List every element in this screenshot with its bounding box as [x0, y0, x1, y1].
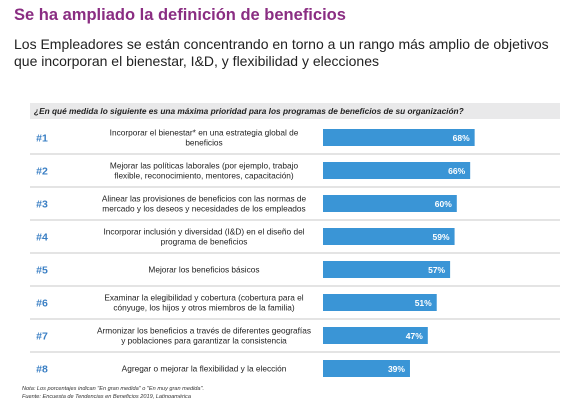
rank-label-6: #6: [36, 298, 48, 310]
bar-value-label-2: 66%: [448, 166, 465, 176]
bar-value-label-4: 59%: [433, 232, 450, 242]
item-label-8-line-1: Agregar o mejorar la flexibilidad y la e…: [122, 364, 287, 374]
page-title: Se ha ampliado la definición de benefici…: [14, 6, 346, 24]
item-label-4-line-1: Incorporar inclusión y diversidad (I&D) …: [103, 227, 304, 237]
survey-question: ¿En qué medida lo siguiente es una máxim…: [30, 103, 560, 119]
bar-4: [323, 228, 455, 245]
item-label-3-line-1: Alinear las provisiones de beneficios co…: [102, 194, 307, 204]
item-label-7-line-1: Armonizar los beneficios a través de dif…: [97, 326, 311, 336]
page-subtitle: Los Empleadores se están concentrando en…: [14, 36, 549, 69]
bar-3: [323, 195, 457, 212]
item-label-1-line-1: Incorporar el bienestar* en una estrateg…: [110, 128, 299, 138]
footnote-source: Fuente: Encuesta de Tendencias en Benefi…: [22, 394, 191, 400]
item-label-2-line-2: flexible, reconocimiento, mentores, capa…: [114, 171, 294, 181]
bar-5: [323, 261, 451, 278]
bar-6: [323, 294, 437, 311]
bar-1: [323, 129, 475, 146]
footnote-note: Nota: Los porcentajes indican "En gran m…: [22, 386, 205, 392]
rank-label-3: #3: [36, 199, 48, 211]
rank-label-1: #1: [36, 133, 48, 145]
bar-2: [323, 162, 471, 179]
item-label-6-line-2: cónyuge, los hijos y otros miembros de l…: [113, 303, 294, 313]
item-label-6-line-1: Examinar la elegibilidad y cobertura (co…: [104, 293, 303, 303]
bar-value-label-7: 47%: [406, 331, 423, 341]
item-label-1-line-2: beneficios: [185, 138, 222, 148]
bar-value-label-1: 68%: [453, 133, 470, 143]
rank-label-2: #2: [36, 166, 48, 178]
bar-7: [323, 327, 428, 344]
item-label-7-line-2: y poblaciones para garantizar la consist…: [121, 336, 287, 346]
bar-value-label-5: 57%: [428, 265, 445, 275]
rank-label-5: #5: [36, 265, 48, 277]
bar-value-label-3: 60%: [435, 199, 452, 209]
bar-value-label-6: 51%: [415, 298, 432, 308]
rank-label-8: #8: [36, 364, 48, 376]
bar-8: [323, 360, 410, 377]
item-label-4-line-2: programa de beneficios: [161, 237, 248, 247]
rank-label-4: #4: [36, 232, 48, 244]
item-label-3-line-2: mercado y los deseos y necesidades de lo…: [102, 204, 305, 214]
bar-value-label-8: 39%: [388, 364, 405, 374]
rank-label-7: #7: [36, 331, 48, 343]
item-label-2-line-1: Mejorar las políticas laborales (por eje…: [110, 161, 299, 171]
item-label-5-line-1: Mejorar los beneficios básicos: [148, 265, 259, 275]
